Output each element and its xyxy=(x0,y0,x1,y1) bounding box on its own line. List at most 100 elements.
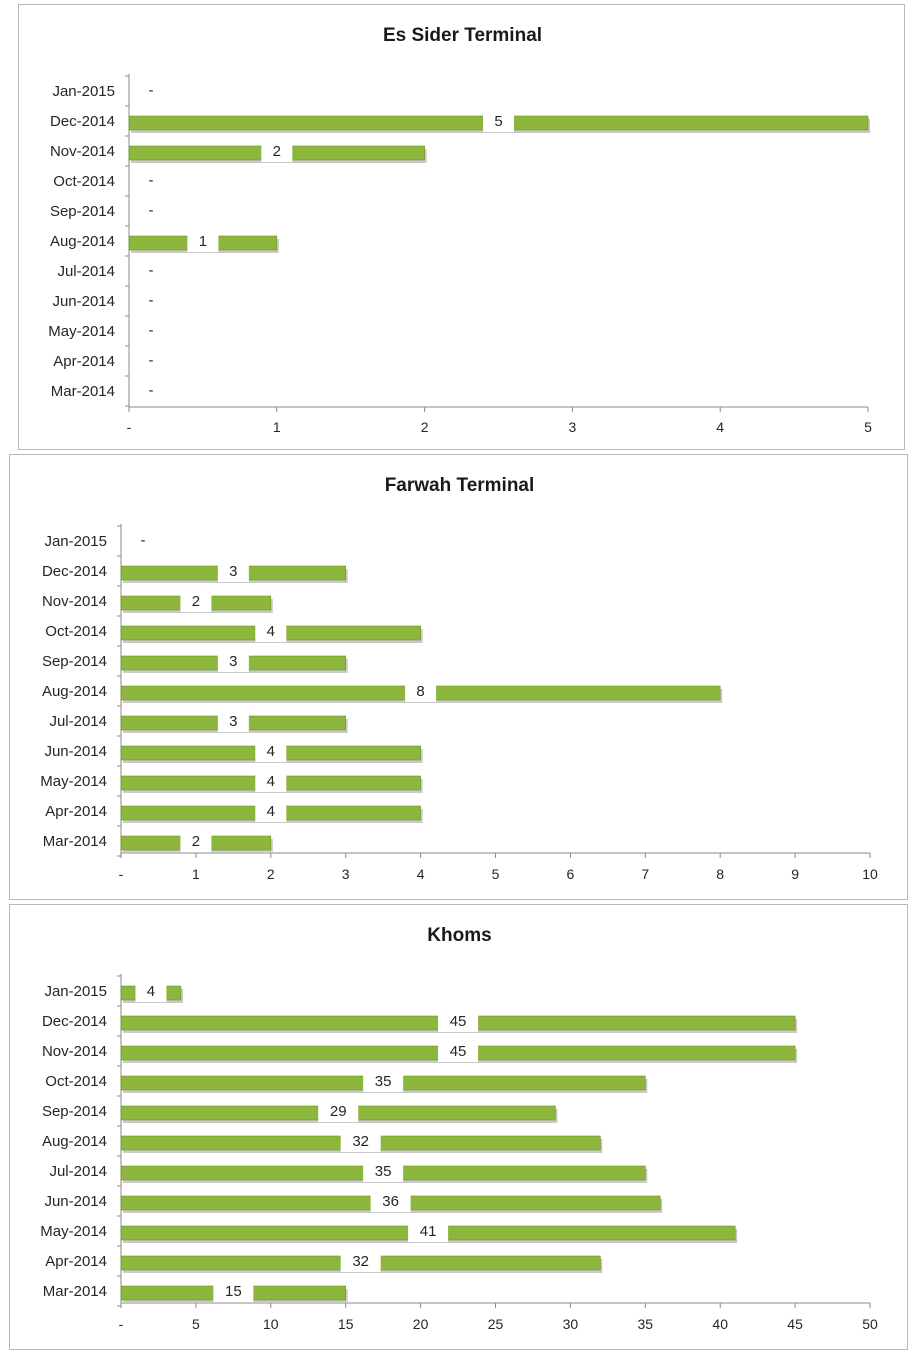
category-label-oct-2014: Oct-2014 xyxy=(45,623,107,640)
category-label-oct-2014: Oct-2014 xyxy=(45,1073,107,1090)
category-label-may-2014: May-2014 xyxy=(48,323,115,340)
category-label-jun-2014: Jun-2014 xyxy=(44,743,107,760)
category-label-jun-2014: Jun-2014 xyxy=(52,293,115,310)
x-tick-label: - xyxy=(119,866,124,882)
category-label-sep-2014: Sep-2014 xyxy=(42,1103,107,1120)
category-label-apr-2014: Apr-2014 xyxy=(45,803,107,820)
chart-khoms-svg: Khoms - 5 10 15 20 25 30 35 40 45 50 Jan-2015 4 Dec-20… xyxy=(40,925,878,1332)
x-tick-label: 5 xyxy=(192,1316,200,1332)
data-label-mar-2014: 15 xyxy=(225,1283,242,1300)
data-label-jan-2015: - xyxy=(149,82,154,99)
x-tick-label: 30 xyxy=(563,1316,579,1332)
data-label-bg xyxy=(438,1011,479,1032)
category-label-nov-2014: Nov-2014 xyxy=(42,593,107,610)
data-label-may-2014: - xyxy=(149,322,154,339)
data-label-bg xyxy=(340,1251,381,1272)
chart-es-sider-terminal: Es Sider Terminal - 1 2 3 4 5 Jan-2015 - Dec-2014… xyxy=(18,4,905,450)
category-label-mar-2014: Mar-2014 xyxy=(51,383,115,400)
data-label-bg xyxy=(180,591,212,612)
data-label-jan-2015: - xyxy=(141,532,146,549)
data-label-bg xyxy=(255,771,287,792)
x-tick-label: 45 xyxy=(787,1316,803,1332)
category-label-jan-2015: Jan-2015 xyxy=(52,83,115,100)
data-label-bg xyxy=(135,981,167,1002)
category-label-mar-2014: Mar-2014 xyxy=(43,833,107,850)
data-label-jul-2014: 3 xyxy=(229,713,237,730)
data-label-sep-2014: 29 xyxy=(330,1103,347,1120)
x-tick-label: 2 xyxy=(267,866,275,882)
x-tick-label: 4 xyxy=(417,866,425,882)
x-tick-label: 6 xyxy=(567,866,575,882)
data-label-may-2014: 4 xyxy=(267,773,275,790)
data-label-bg xyxy=(217,561,249,582)
chart-farwah-terminal: Farwah Terminal - 1 2 3 4 5 6 7 8 9 10 Jan-2015 - Dec-… xyxy=(9,454,908,900)
category-label-nov-2014: Nov-2014 xyxy=(42,1043,107,1060)
data-label-nov-2014: 2 xyxy=(273,143,281,160)
data-label-bg xyxy=(217,651,249,672)
x-tick-label: 50 xyxy=(862,1316,878,1332)
data-label-jun-2014: - xyxy=(149,292,154,309)
data-label-jan-2015: 4 xyxy=(147,983,155,1000)
x-tick-label: 3 xyxy=(342,866,350,882)
category-label-dec-2014: Dec-2014 xyxy=(50,113,115,130)
x-tick-label: 15 xyxy=(338,1316,354,1332)
data-label-oct-2014: 4 xyxy=(267,623,275,640)
data-label-bg xyxy=(255,741,287,762)
data-label-bg xyxy=(217,711,249,732)
data-label-apr-2014: 4 xyxy=(267,803,275,820)
category-label-may-2014: May-2014 xyxy=(40,1223,107,1240)
data-label-bg xyxy=(405,681,437,702)
category-label-apr-2014: Apr-2014 xyxy=(53,353,115,370)
data-label-bg xyxy=(213,1281,254,1302)
data-label-dec-2014: 45 xyxy=(450,1013,467,1030)
data-label-bg xyxy=(187,231,219,252)
data-label-bg xyxy=(255,621,287,642)
data-label-jun-2014: 36 xyxy=(382,1193,399,1210)
category-label-aug-2014: Aug-2014 xyxy=(42,1133,107,1150)
x-tick-label: 1 xyxy=(273,419,281,435)
data-label-bg xyxy=(370,1191,411,1212)
category-label-jan-2015: Jan-2015 xyxy=(44,533,107,550)
data-label-sep-2014: - xyxy=(149,202,154,219)
chart-farwah-svg: Farwah Terminal - 1 2 3 4 5 6 7 8 9 10 Jan-2015 - Dec-… xyxy=(40,475,878,882)
data-label-oct-2014: - xyxy=(149,172,154,189)
data-label-bg xyxy=(340,1131,381,1152)
category-label-oct-2014: Oct-2014 xyxy=(53,173,115,190)
data-label-bg xyxy=(261,141,293,162)
data-label-nov-2014: 2 xyxy=(192,593,200,610)
x-tick-label: - xyxy=(119,1316,124,1332)
category-label-apr-2014: Apr-2014 xyxy=(45,1253,107,1270)
chart-title: Es Sider Terminal xyxy=(383,25,542,46)
data-label-aug-2014: 1 xyxy=(199,233,207,250)
category-label-aug-2014: Aug-2014 xyxy=(50,233,115,250)
data-label-mar-2014: 2 xyxy=(192,833,200,850)
data-label-bg xyxy=(408,1221,449,1242)
category-label-sep-2014: Sep-2014 xyxy=(50,203,115,220)
x-tick-label: 10 xyxy=(263,1316,279,1332)
data-label-apr-2014: 32 xyxy=(352,1253,369,1270)
data-label-bg xyxy=(363,1161,404,1182)
data-label-dec-2014: 3 xyxy=(229,563,237,580)
x-tick-label: 4 xyxy=(716,419,724,435)
category-label-sep-2014: Sep-2014 xyxy=(42,653,107,670)
category-label-jun-2014: Jun-2014 xyxy=(44,1193,107,1210)
x-tick-label: 7 xyxy=(641,866,649,882)
category-label-jul-2014: Jul-2014 xyxy=(49,1163,107,1180)
data-label-bg xyxy=(255,801,287,822)
category-label-mar-2014: Mar-2014 xyxy=(43,1283,107,1300)
data-label-jul-2014: - xyxy=(149,262,154,279)
data-label-jun-2014: 4 xyxy=(267,743,275,760)
data-label-mar-2014: - xyxy=(149,382,154,399)
chart-khoms: Khoms - 5 10 15 20 25 30 35 40 45 50 Jan-2015 4 Dec-20… xyxy=(9,904,908,1350)
x-tick-label: 5 xyxy=(864,419,872,435)
category-label-dec-2014: Dec-2014 xyxy=(42,563,107,580)
category-label-jan-2015: Jan-2015 xyxy=(44,983,107,1000)
x-tick-label: 20 xyxy=(413,1316,429,1332)
data-label-apr-2014: - xyxy=(149,352,154,369)
x-tick-label: 25 xyxy=(488,1316,504,1332)
category-label-aug-2014: Aug-2014 xyxy=(42,683,107,700)
data-label-bg xyxy=(483,111,514,132)
x-tick-label: - xyxy=(127,419,132,435)
category-label-dec-2014: Dec-2014 xyxy=(42,1013,107,1030)
x-tick-label: 9 xyxy=(791,866,799,882)
